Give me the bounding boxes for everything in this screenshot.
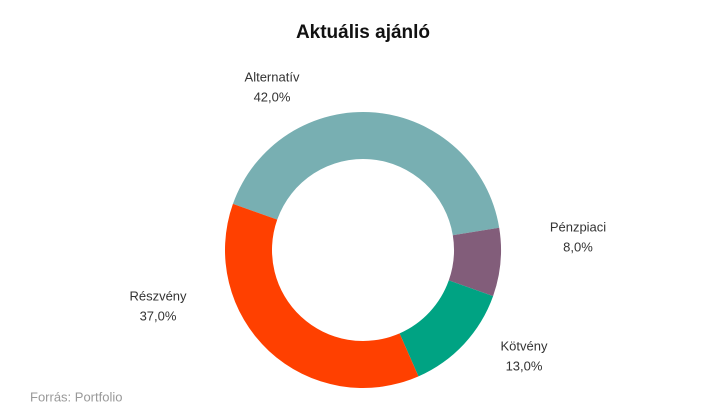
slice-label: Alternatív [245, 69, 300, 84]
donut-slice [232, 111, 500, 236]
donut-slice [399, 280, 494, 377]
slice-label: Részvény [129, 288, 187, 303]
donut-slice [225, 203, 419, 389]
slice-label: Kötvény [501, 338, 548, 353]
donut-slice [448, 227, 501, 297]
chart-title: Aktuális ajánló [296, 22, 430, 43]
slice-label: Pénzpiaci [550, 219, 606, 234]
slice-value-label: 13,0% [506, 358, 543, 373]
slice-value-label: 8,0% [563, 239, 593, 254]
slice-value-label: 42,0% [254, 89, 291, 104]
source: Forrás: Portfolio [30, 389, 122, 404]
slice-value-label: 37,0% [140, 308, 177, 323]
